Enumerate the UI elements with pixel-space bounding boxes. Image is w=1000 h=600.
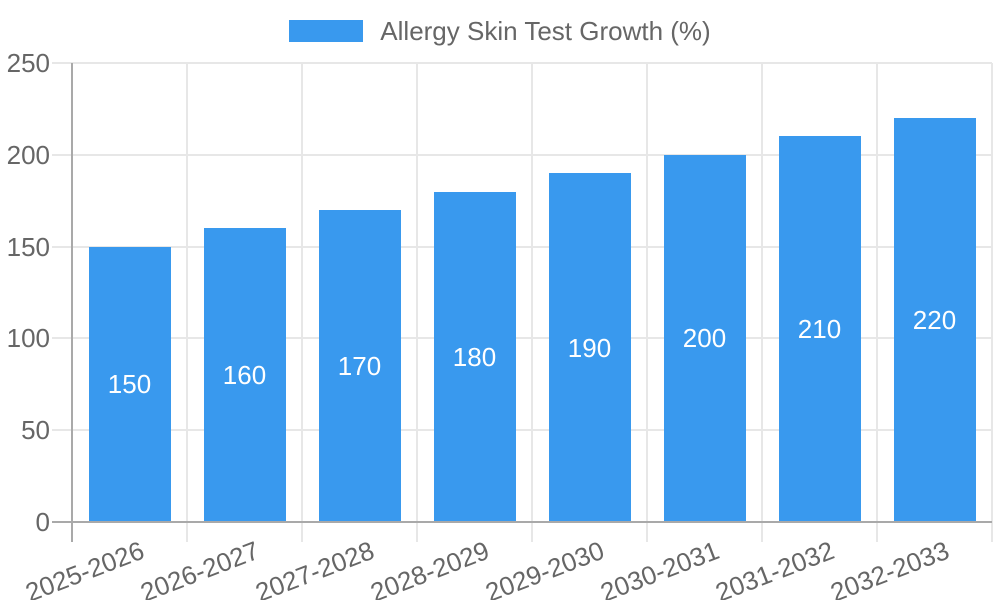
- x-gridline: [416, 63, 418, 542]
- x-gridline: [991, 63, 993, 542]
- bar-value-label: 190: [567, 332, 612, 363]
- bar[interactable]: [88, 246, 171, 522]
- y-gridline: [52, 429, 992, 432]
- x-gridline: [761, 63, 763, 542]
- x-tick-label: 2032-2033: [826, 535, 954, 600]
- legend-label: Allergy Skin Test Growth (%): [380, 16, 711, 46]
- y-axis-line: [71, 63, 73, 542]
- bar-value-label: 160: [222, 360, 267, 391]
- x-gridline: [301, 63, 303, 542]
- bar-value-label: 210: [797, 314, 842, 345]
- bar[interactable]: [663, 154, 746, 522]
- x-gridline: [876, 63, 878, 542]
- x-tick-label: 2027-2028: [251, 535, 379, 600]
- bar-value-label: 200: [682, 323, 727, 354]
- legend-swatch-icon: [289, 20, 364, 42]
- bar-value-label: 220: [912, 305, 957, 336]
- chart-legend[interactable]: Allergy Skin Test Growth (%): [0, 16, 1000, 46]
- y-tick-label: 200: [6, 139, 50, 170]
- bar[interactable]: [893, 118, 976, 522]
- x-tick-label: 2030-2031: [596, 535, 724, 600]
- y-tick-label: 0: [35, 507, 50, 537]
- y-tick-label: 50: [21, 415, 50, 446]
- y-tick-label: 150: [6, 231, 50, 262]
- x-gridline: [186, 63, 188, 542]
- x-tick-label: 2028-2029: [366, 535, 494, 600]
- bar-value-label: 150: [107, 369, 152, 400]
- bar[interactable]: [548, 173, 631, 522]
- bar[interactable]: [433, 191, 516, 522]
- bar[interactable]: [203, 228, 286, 522]
- bar-value-label: 180: [452, 341, 497, 372]
- y-tick-label: 250: [6, 48, 50, 78]
- y-gridline: [52, 62, 992, 64]
- bar[interactable]: [778, 136, 861, 522]
- x-axis-line: [52, 521, 992, 523]
- x-tick-label: 2025-2026: [21, 535, 149, 600]
- bar[interactable]: [318, 209, 401, 522]
- x-gridline: [531, 63, 533, 542]
- y-gridline: [52, 153, 992, 156]
- y-tick-label: 100: [6, 323, 50, 354]
- y-gridline: [52, 245, 992, 248]
- x-gridline: [646, 63, 648, 542]
- bar-value-label: 170: [337, 350, 382, 381]
- x-tick-label: 2029-2030: [481, 535, 609, 600]
- x-tick-label: 2031-2032: [711, 535, 839, 600]
- y-gridline: [52, 337, 992, 340]
- x-tick-label: 2026-2027: [136, 535, 264, 600]
